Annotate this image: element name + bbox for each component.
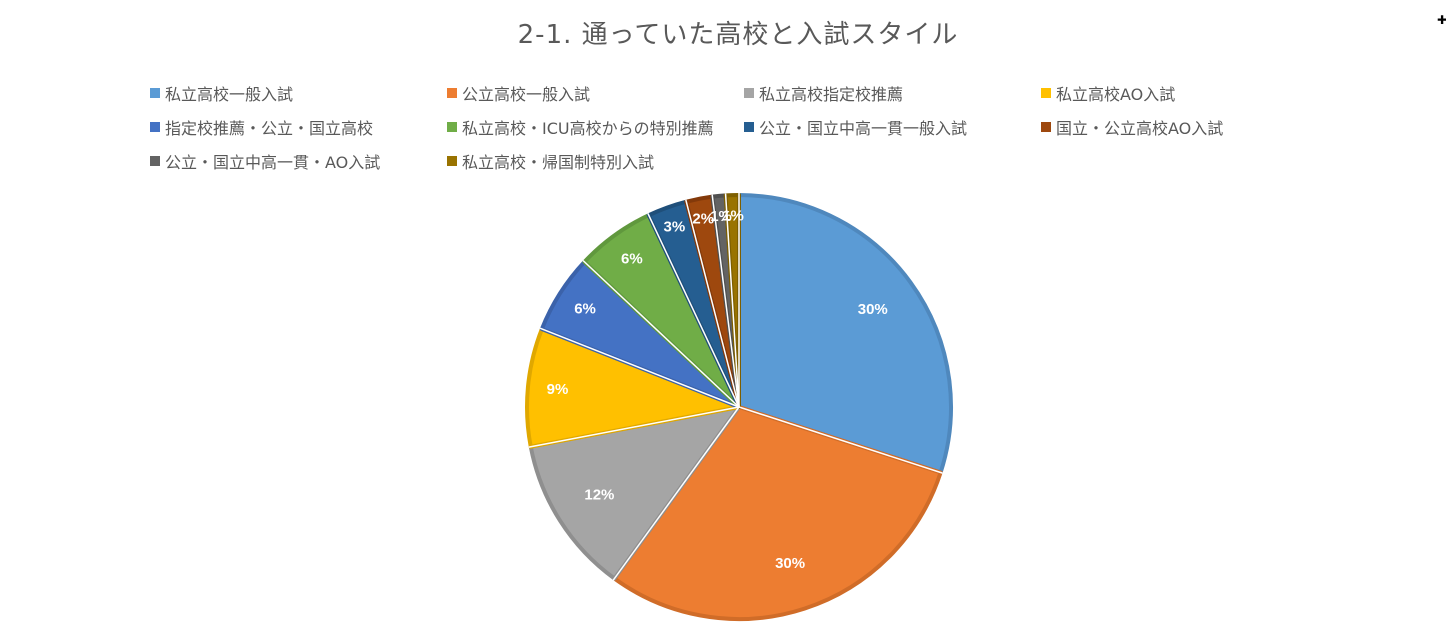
data-label: 2% xyxy=(692,211,714,228)
slice-separator xyxy=(647,213,740,408)
legend-item: 公立・国立中高一貫・AO入試 xyxy=(150,144,447,178)
chart-legend: 私立高校一般入試 公立高校一般入試 私立高校指定校推薦 私立高校AO入試指定校推薦・公… xyxy=(150,76,1350,178)
legend-item: 私立高校・ICU高校からの特別推薦 xyxy=(447,110,744,144)
slice-separator xyxy=(539,327,740,408)
pie-slice xyxy=(525,326,741,449)
legend-swatch xyxy=(1041,122,1051,132)
cursor-plus-icon: ✚ xyxy=(1437,13,1446,27)
legend-item: 国立・公立高校AO入試 xyxy=(1041,110,1338,144)
legend-label: 国立・公立高校AO入試 xyxy=(1056,119,1224,138)
legend-item: 私立高校・帰国制特別入試 xyxy=(447,144,744,178)
data-label: 6% xyxy=(574,300,596,317)
chart-title: 2-1. 通っていた高校と入試スタイル xyxy=(517,20,959,50)
legend-swatch xyxy=(447,88,457,98)
legend-label: 私立高校AO入試 xyxy=(1056,85,1176,104)
legend-item: 公立・国立中高一貫一般入試 xyxy=(744,110,1041,144)
legend-label: 指定校推薦・公立・国立高校 xyxy=(165,119,374,138)
legend-swatch xyxy=(1041,88,1051,98)
pie-slice xyxy=(737,193,953,475)
data-label: 3% xyxy=(664,218,686,235)
legend-swatch xyxy=(447,122,457,132)
legend-item: 私立高校一般入試 xyxy=(150,76,447,110)
slice-separator xyxy=(685,199,740,408)
data-label: 12% xyxy=(584,487,614,504)
legend-item: 指定校推薦・公立・国立高校 xyxy=(150,110,447,144)
legend-label: 公立高校一般入試 xyxy=(462,85,591,104)
data-label: 9% xyxy=(547,381,569,398)
legend-swatch xyxy=(150,88,160,98)
slice-separator xyxy=(711,194,740,408)
legend-label: 私立高校・帰国制特別入試 xyxy=(462,153,655,172)
legend-label: 私立高校・ICU高校からの特別推薦 xyxy=(462,119,714,138)
legend-label: 私立高校指定校推薦 xyxy=(759,85,904,104)
legend-swatch xyxy=(150,156,160,166)
slice-separator xyxy=(612,406,740,581)
legend-swatch xyxy=(744,122,754,132)
legend-swatch xyxy=(447,156,457,166)
legend-item: 私立高校AO入試 xyxy=(1041,76,1338,110)
pie-slice xyxy=(528,405,741,581)
slice-separator xyxy=(528,406,740,448)
legend-swatch xyxy=(744,88,754,98)
data-label: 30% xyxy=(858,301,888,318)
legend-item: 公立高校一般入試 xyxy=(447,76,744,110)
legend-label: 公立・国立中高一貫一般入試 xyxy=(759,119,968,138)
legend-label: 私立高校一般入試 xyxy=(165,85,294,104)
data-label: 6% xyxy=(621,250,643,267)
pie-slice xyxy=(612,405,943,621)
legend-label: 公立・国立中高一貫・AO入試 xyxy=(165,153,381,172)
data-label: 1% xyxy=(722,207,744,224)
legend-item: 私立高校指定校推薦 xyxy=(744,76,1041,110)
slice-separator xyxy=(582,259,740,408)
slice-separator xyxy=(724,193,740,408)
data-label: 1% xyxy=(710,208,732,225)
slice-separator xyxy=(738,406,943,474)
data-label: 30% xyxy=(775,555,805,572)
legend-swatch xyxy=(150,122,160,132)
